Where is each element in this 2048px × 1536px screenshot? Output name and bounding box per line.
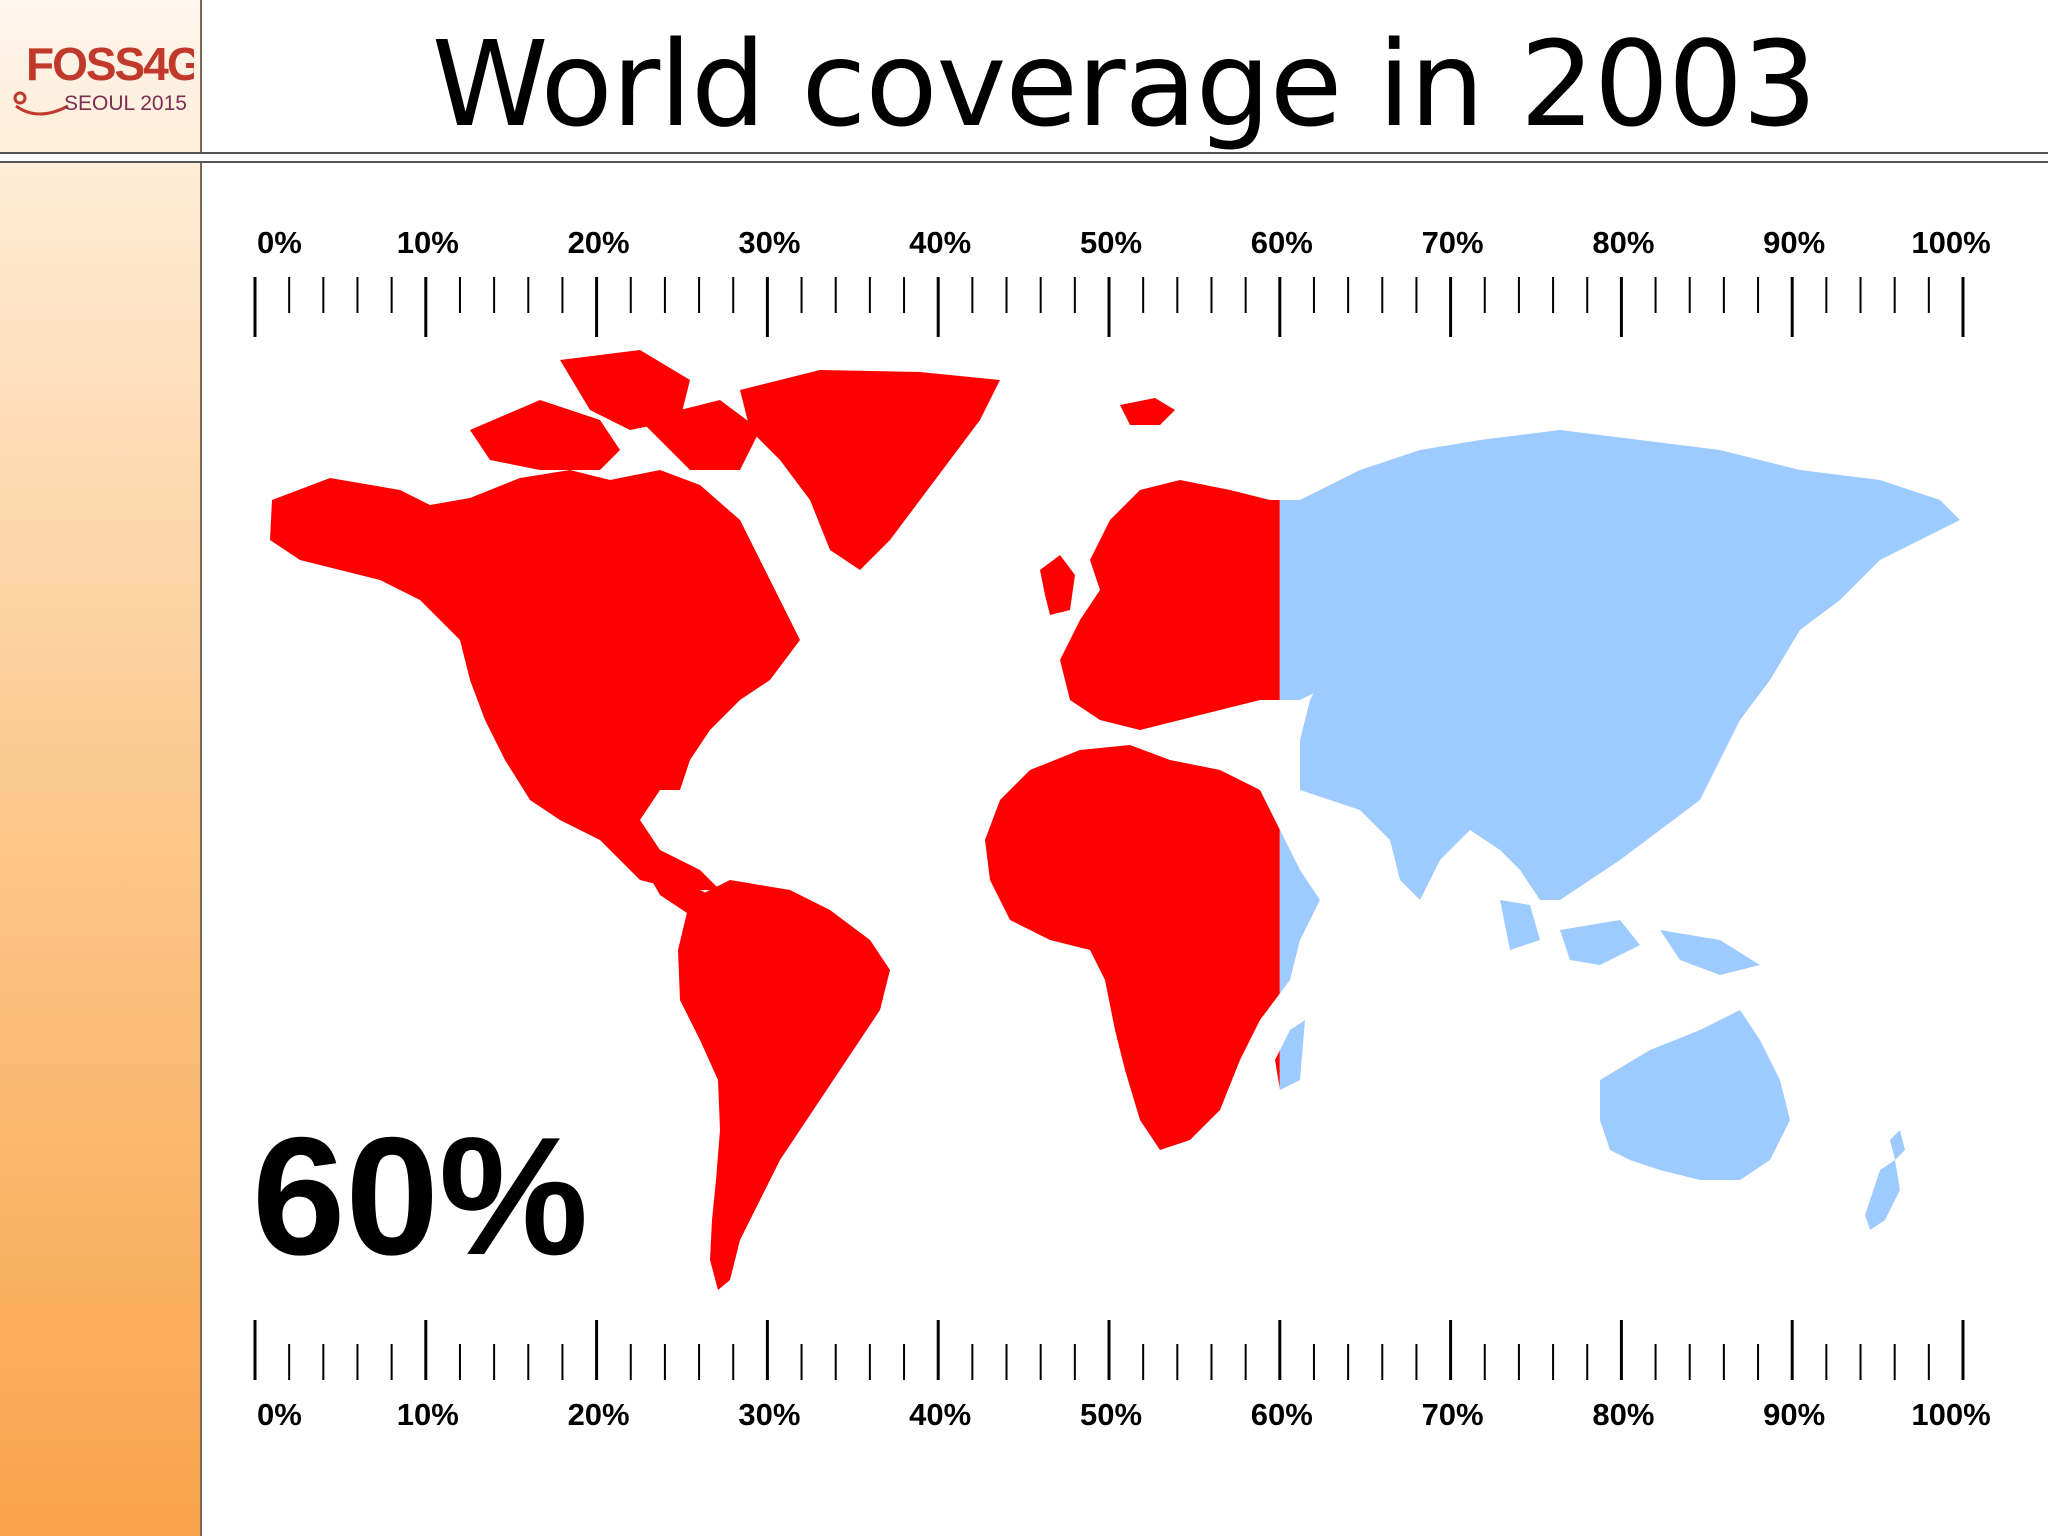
ruler-top-label: 100% bbox=[1911, 225, 1990, 260]
ruler-top-label: 20% bbox=[568, 225, 630, 260]
ruler-bottom-label: 0% bbox=[257, 1397, 302, 1432]
ruler-bottom-label: 80% bbox=[1592, 1397, 1654, 1432]
ruler-bottom-label: 60% bbox=[1251, 1397, 1313, 1432]
ruler-top-label: 70% bbox=[1422, 225, 1484, 260]
ruler-top-label: 40% bbox=[909, 225, 971, 260]
ruler-bottom-label: 70% bbox=[1422, 1397, 1484, 1432]
ruler-bottom-label: 20% bbox=[568, 1397, 630, 1432]
sidebar-gradient: FOSS4G SEOUL 2015 bbox=[0, 0, 202, 1536]
ruler-top-label: 30% bbox=[738, 225, 800, 260]
ruler-top-label: 80% bbox=[1592, 225, 1654, 260]
svg-text:SEOUL 2015: SEOUL 2015 bbox=[64, 92, 187, 115]
ruler-top-label: 50% bbox=[1080, 225, 1142, 260]
svg-text:FOSS4G: FOSS4G bbox=[26, 38, 194, 90]
ruler-bottom-label: 40% bbox=[909, 1397, 971, 1432]
ruler-top-label: 90% bbox=[1763, 225, 1825, 260]
coverage-value: 60% bbox=[252, 1102, 589, 1290]
ruler-bottom-label: 100% bbox=[1911, 1397, 1990, 1432]
slide-title: World coverage in 2003 bbox=[431, 15, 1817, 153]
ruler-bottom-label: 50% bbox=[1080, 1397, 1142, 1432]
ruler-bottom-label: 10% bbox=[397, 1397, 459, 1432]
ruler-bottom-label: 30% bbox=[738, 1397, 800, 1432]
title-divider bbox=[0, 152, 2048, 163]
ruler-top-label: 0% bbox=[257, 225, 302, 260]
foss4g-logo: FOSS4G SEOUL 2015 bbox=[13, 38, 194, 116]
ruler-top-label: 10% bbox=[397, 225, 459, 260]
ruler-top-label: 60% bbox=[1251, 225, 1313, 260]
ruler-bottom-label: 90% bbox=[1763, 1397, 1825, 1432]
